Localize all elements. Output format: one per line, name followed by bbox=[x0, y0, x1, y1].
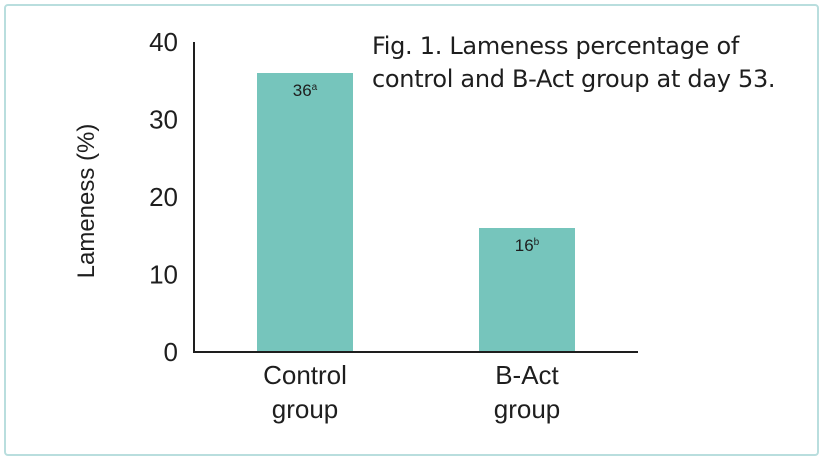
y-tick-label: 30 bbox=[149, 105, 178, 135]
y-axis-label: Lameness (%) bbox=[73, 124, 100, 279]
bar bbox=[479, 228, 575, 352]
y-tick-label: 0 bbox=[164, 337, 178, 367]
x-category-label: Control group bbox=[263, 360, 347, 424]
x-axis-ticks: Control group B-Act group bbox=[263, 360, 560, 424]
caption-line-2: control and B-Act group at day 53. bbox=[372, 65, 776, 93]
bars bbox=[257, 73, 575, 352]
y-tick-label: 40 bbox=[149, 27, 178, 57]
bar-data-labels: 36a 16b bbox=[293, 81, 540, 255]
bar-data-label: 16b bbox=[515, 236, 540, 255]
figure-caption: Fig. 1. Lameness percentage of control a… bbox=[372, 30, 817, 96]
y-axis-ticks: 0 10 20 30 40 bbox=[149, 27, 178, 367]
bar-data-label: 36a bbox=[293, 81, 318, 100]
bar bbox=[257, 73, 353, 352]
y-tick-label: 10 bbox=[149, 260, 178, 290]
x-category-label: B-Act group bbox=[494, 360, 561, 424]
y-tick-label: 20 bbox=[149, 182, 178, 212]
caption-line-1: Fig. 1. Lameness percentage of bbox=[372, 32, 739, 60]
figure-frame bbox=[4, 4, 819, 456]
